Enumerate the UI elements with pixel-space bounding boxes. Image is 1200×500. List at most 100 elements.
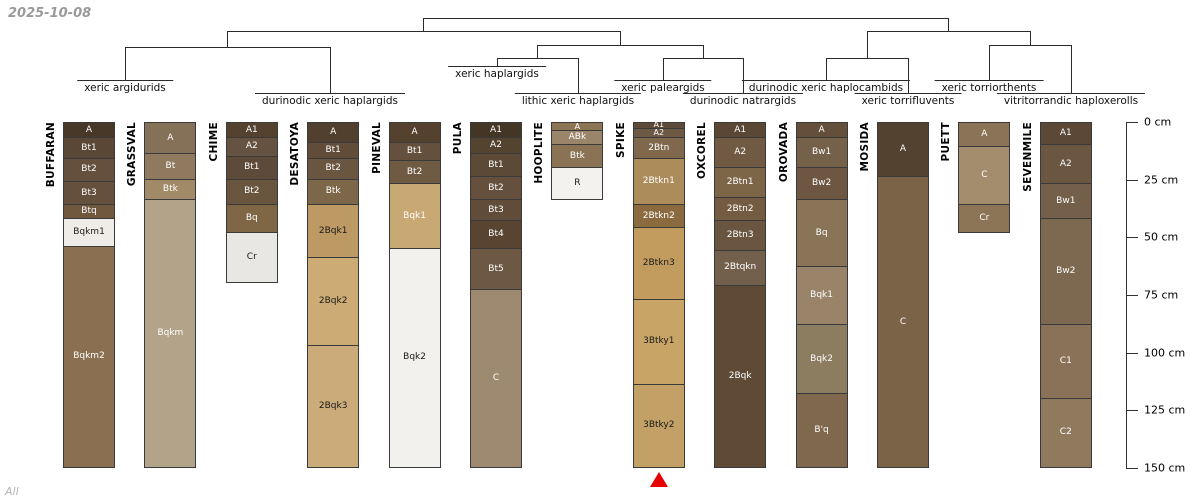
dendrogram-vline xyxy=(227,31,228,47)
depth-tick-label: 150 cm xyxy=(1144,461,1186,475)
dendrogram-vline xyxy=(578,58,579,93)
horizon-pineval-bt2: Bt2 xyxy=(388,161,441,185)
profile-name-desatoya: DESATOYA xyxy=(289,122,302,186)
horizon-chime-bt1: Bt1 xyxy=(225,156,278,180)
horizon-mosida-c: C xyxy=(877,177,929,468)
horizon-oxcorel-a2: A2 xyxy=(714,138,767,169)
horizon-orovada-bqk1: Bqk1 xyxy=(795,267,848,325)
depth-tick xyxy=(1126,410,1138,412)
horizon-chime-bq: Bq xyxy=(225,205,278,233)
horizon-spike-2btkn1: 2Btkn1 xyxy=(632,158,685,206)
footer-annotation: All xyxy=(5,485,19,498)
horizon-puett-c: C xyxy=(958,147,1011,206)
dendrogram-vline xyxy=(743,58,744,93)
dendrogram-hline xyxy=(826,58,908,59)
horizon-puett-a: A xyxy=(958,122,1011,148)
horizon-buffaran-btq: Btq xyxy=(63,205,115,219)
horizon-pula-a2: A2 xyxy=(470,138,522,155)
horizon-buffaran-bqkm2: Bqkm2 xyxy=(63,246,115,468)
taxon-label-vitritorrandic-haploxerolls: vitritorrandic haploxerolls xyxy=(996,93,1146,108)
horizon-orovada-a: A xyxy=(795,122,848,139)
dendrogram-vline xyxy=(125,47,126,80)
dendrogram-vline xyxy=(703,45,704,58)
horizon-orovada-bqk2: Bqk2 xyxy=(795,324,848,395)
dendrogram-hline xyxy=(497,58,578,59)
profile-name-pula: PULA xyxy=(452,122,464,155)
depth-tick-label: 75 cm xyxy=(1144,288,1179,302)
depth-tick-label: 50 cm xyxy=(1144,230,1179,244)
dendrogram-hline xyxy=(867,31,1030,32)
dendrogram-vline xyxy=(497,58,498,66)
horizon-pineval-bqk1: Bqk1 xyxy=(388,184,441,249)
horizon-sevenmile-c1: C1 xyxy=(1039,324,1092,399)
dendrogram-hline xyxy=(989,45,1071,46)
horizon-chime-a1: A1 xyxy=(225,122,278,139)
depth-tick-label: 125 cm xyxy=(1144,403,1186,417)
taxon-label-xeric-torriorthents: xeric torriorthents xyxy=(934,80,1044,95)
horizon-mosida-a: A xyxy=(877,122,929,178)
profile-name-buffaran: BUFFARAN xyxy=(45,122,57,188)
profile-name-sevenmile: SEVENMILE xyxy=(1021,122,1034,192)
depth-tick-label: 100 cm xyxy=(1144,346,1186,360)
taxon-label-xeric-argidurids: xeric argidurids xyxy=(77,80,173,95)
depth-tick xyxy=(1126,352,1138,354)
depth-tick xyxy=(1126,122,1138,123)
horizon-oxcorel-2btn3: 2Btn3 xyxy=(714,221,767,252)
horizon-grassval-bt: Bt xyxy=(144,154,197,180)
horizon-buffaran-a: A xyxy=(63,122,115,139)
dendrogram-vline xyxy=(423,18,424,31)
dendrogram-hline xyxy=(537,45,703,46)
horizon-sevenmile-a2: A2 xyxy=(1039,145,1092,185)
horizon-oxcorel-2btn1: 2Btn1 xyxy=(714,168,767,199)
horizon-grassval-a: A xyxy=(144,122,197,155)
dendrogram-vline xyxy=(948,18,949,31)
horizon-pineval-bt1: Bt1 xyxy=(388,142,441,162)
horizon-chime-a2: A2 xyxy=(225,138,278,157)
profile-name-orovada: OROVADA xyxy=(777,122,790,183)
horizon-desatoya-2bqk1: 2Bqk1 xyxy=(307,205,360,259)
dendrogram-vline xyxy=(330,47,331,93)
horizon-sevenmile-bw2: Bw2 xyxy=(1039,218,1092,325)
horizon-pula-a1: A1 xyxy=(470,122,522,139)
horizon-sevenmile-a1: A1 xyxy=(1039,122,1092,146)
horizon-spike-3btky1: 3Btky1 xyxy=(632,299,685,385)
horizon-oxcorel-a1: A1 xyxy=(714,122,767,139)
horizon-spike-2btkn2: 2Btkn2 xyxy=(632,205,685,229)
horizon-orovada-bq: Bq xyxy=(795,200,848,268)
horizon-pula-bt1: Bt1 xyxy=(470,154,522,178)
horizon-oxcorel-2btn2: 2Btn2 xyxy=(714,198,767,222)
horizon-grassval-bqkm: Bqkm xyxy=(144,200,197,468)
horizon-sevenmile-bw1: Bw1 xyxy=(1039,184,1092,219)
horizon-hooplite-abk: ABk xyxy=(551,131,604,146)
profile-name-hooplite: HOOPLITE xyxy=(533,122,546,184)
profile-name-oxcorel: OXCOREL xyxy=(696,122,709,179)
horizon-pula-bt5: Bt5 xyxy=(470,248,522,291)
taxon-label-durinodic-xeric-haplargids: durinodic xeric haplargids xyxy=(255,93,405,108)
dendrogram-vline xyxy=(663,58,664,80)
horizon-desatoya-a: A xyxy=(307,122,360,143)
horizon-desatoya-2bqk2: 2Bqk2 xyxy=(307,258,360,346)
date-annotation: 2025-10-08 xyxy=(8,6,92,21)
profile-name-pineval: PINEVAL xyxy=(370,122,383,174)
horizon-buffaran-bt3: Bt3 xyxy=(63,181,115,206)
horizon-orovada-bw1: Bw1 xyxy=(795,138,848,169)
horizon-hooplite-r: R xyxy=(551,168,604,201)
taxon-label-durinodic-xeric-haplocambids: durinodic xeric haplocambids xyxy=(741,80,911,95)
horizon-pula-c: C xyxy=(470,290,522,468)
horizon-orovada-b-q: B'q xyxy=(795,394,848,468)
horizon-buffaran-bt1: Bt1 xyxy=(63,138,115,159)
horizon-pineval-bqk2: Bqk2 xyxy=(388,248,441,468)
profile-name-chime: CHIME xyxy=(207,122,220,162)
dendrogram-hline xyxy=(423,18,948,19)
dendrogram-vline xyxy=(826,58,827,80)
profile-name-grassval: GRASSVAL xyxy=(126,122,139,187)
depth-tick xyxy=(1126,237,1138,239)
dendrogram-vline xyxy=(989,45,990,80)
depth-tick-label: 25 cm xyxy=(1144,173,1179,187)
dendrogram-vline xyxy=(908,58,909,93)
horizon-spike-a1: A1 xyxy=(632,121,685,129)
horizon-pula-bt4: Bt4 xyxy=(470,221,522,249)
taxon-label-xeric-torrifluvents: xeric torrifluvents xyxy=(854,93,962,108)
horizon-desatoya-bt1: Bt1 xyxy=(307,142,360,159)
